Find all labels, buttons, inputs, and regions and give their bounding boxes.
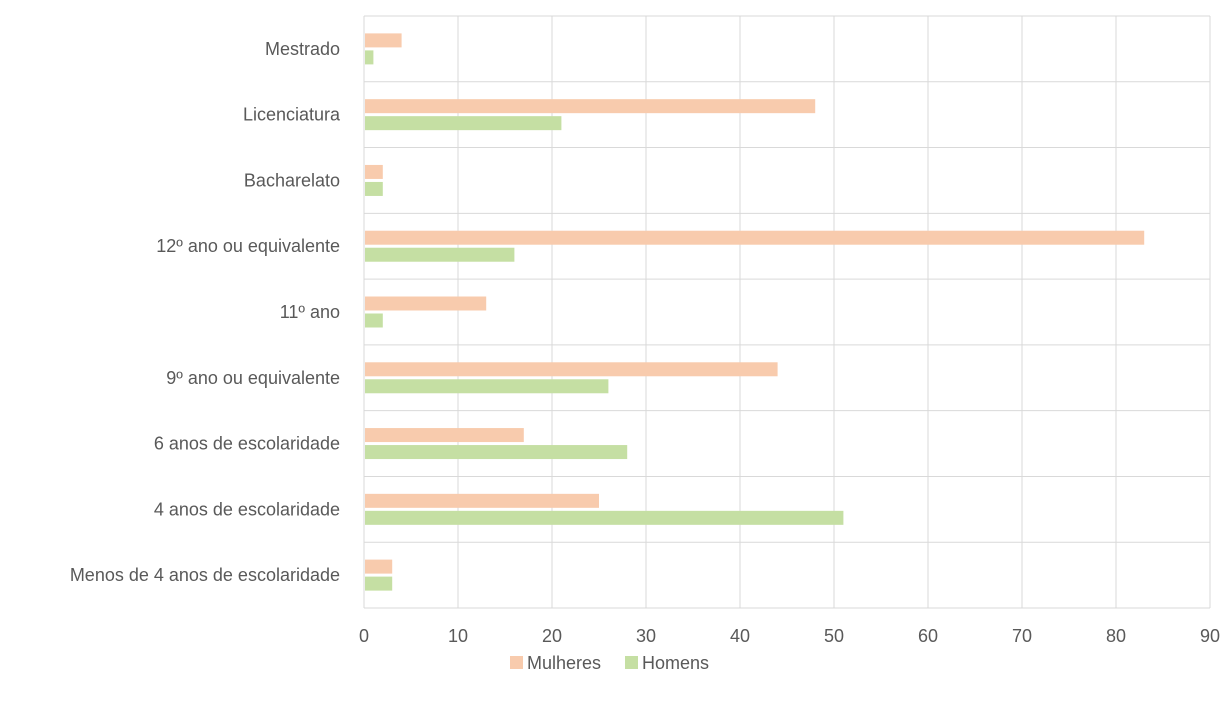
bar-mulheres-6	[365, 428, 524, 443]
x-tick-label: 90	[1200, 626, 1220, 646]
x-tick-label: 60	[918, 626, 938, 646]
bar-mulheres-3	[365, 230, 1145, 245]
bar-homens-8	[365, 576, 393, 591]
grid-lines	[363, 15, 1211, 609]
bar-homens-1	[365, 116, 562, 131]
x-tick-label: 30	[636, 626, 656, 646]
legend-swatch-mulheres	[510, 656, 523, 669]
bar-homens-5	[365, 379, 609, 394]
x-tick-label: 40	[730, 626, 750, 646]
bar-homens-0	[365, 50, 374, 65]
bar-homens-4	[365, 313, 383, 328]
bar-mulheres-7	[365, 493, 599, 508]
x-tick-label: 0	[359, 626, 369, 646]
y-tick-label: 12º ano ou equivalente	[156, 236, 340, 256]
bar-mulheres-0	[365, 33, 402, 48]
x-tick-label: 50	[824, 626, 844, 646]
bar-mulheres-1	[365, 99, 816, 114]
bars	[365, 33, 1145, 591]
y-tick-label: 4 anos de escolaridade	[154, 499, 340, 519]
legend-swatch-homens	[625, 656, 638, 669]
bar-mulheres-8	[365, 559, 393, 574]
x-tick-label: 20	[542, 626, 562, 646]
bar-homens-2	[365, 181, 383, 196]
x-tick-label: 80	[1106, 626, 1126, 646]
y-tick-label: 6 anos de escolaridade	[154, 434, 340, 454]
legend-label-mulheres: Mulheres	[527, 653, 601, 673]
y-tick-label: 11º ano	[280, 302, 340, 322]
bar-mulheres-2	[365, 164, 383, 179]
legend: Mulheres Homens	[510, 653, 709, 673]
x-tick-label: 10	[448, 626, 468, 646]
y-tick-label: Menos de 4 anos de escolaridade	[70, 565, 340, 585]
bar-homens-7	[365, 510, 844, 525]
bar-homens-3	[365, 247, 515, 262]
bar-homens-6	[365, 445, 628, 460]
y-tick-label: 9º ano ou equivalente	[166, 368, 340, 388]
bar-mulheres-4	[365, 296, 487, 311]
y-tick-label: Bacharelato	[244, 170, 340, 190]
legend-label-homens: Homens	[642, 653, 709, 673]
y-tick-label: Mestrado	[265, 39, 340, 59]
x-tick-label: 70	[1012, 626, 1032, 646]
y-axis-labels: Mestrado Licenciatura Bacharelato 12º ano o…	[70, 39, 341, 585]
bar-mulheres-5	[365, 362, 778, 377]
y-tick-label: Licenciatura	[243, 105, 341, 125]
x-axis-labels: 0 10 20 30 40 50 60 70 80 90	[359, 626, 1220, 646]
